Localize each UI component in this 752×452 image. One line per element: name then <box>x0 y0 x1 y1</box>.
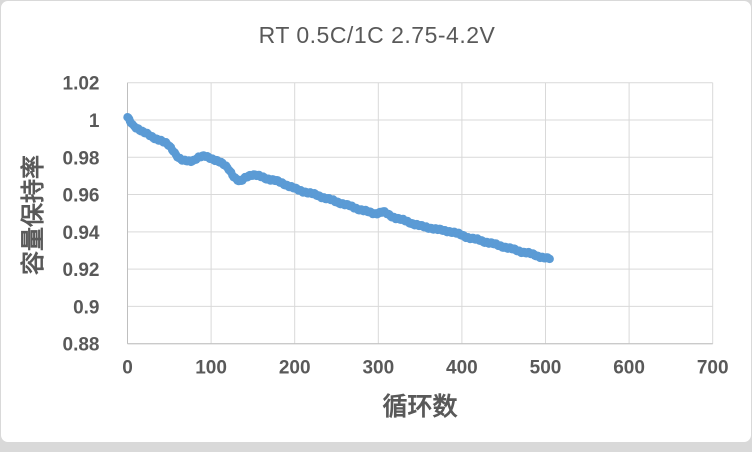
x-axis-tick-labels: 0 100 200 300 400 500 600 700 <box>122 358 728 379</box>
x-tick-label: 100 <box>195 358 227 379</box>
x-tick-label: 700 <box>697 358 729 379</box>
y-tick-label: 0.98 <box>63 148 100 169</box>
y-tick-label: 0.88 <box>63 335 100 356</box>
y-axis-tick-labels: 1.02 1 0.98 0.96 0.94 0.92 0.9 0.88 <box>63 74 100 356</box>
x-axis-title: 循环数 <box>382 393 458 421</box>
chart-title: RT 0.5C/1C 2.75-4.2V <box>258 22 496 48</box>
axis-lines <box>127 82 713 345</box>
y-tick-label: 0.94 <box>63 223 100 244</box>
x-tick-label: 200 <box>279 358 311 379</box>
x-tick-label: 600 <box>613 358 645 379</box>
chart-canvas: 1.02 1 0.98 0.96 0.94 0.92 0.9 0.88 0 100 200 300 40… <box>63 74 729 379</box>
x-tick-label: 300 <box>362 358 394 379</box>
y-tick-label: 0.92 <box>63 260 100 281</box>
y-axis-title: 容量保持率 <box>20 155 47 275</box>
y-tick-label: 1.02 <box>63 74 100 95</box>
x-tick-label: 0 <box>122 358 133 379</box>
y-tick-label: 0.9 <box>73 297 99 318</box>
x-tick-label: 500 <box>530 358 562 379</box>
y-tick-label: 0.96 <box>63 186 100 207</box>
data-series <box>123 113 554 264</box>
y-tick-label: 1 <box>89 111 100 132</box>
x-tick-label: 400 <box>446 358 478 379</box>
gridlines <box>127 82 714 345</box>
